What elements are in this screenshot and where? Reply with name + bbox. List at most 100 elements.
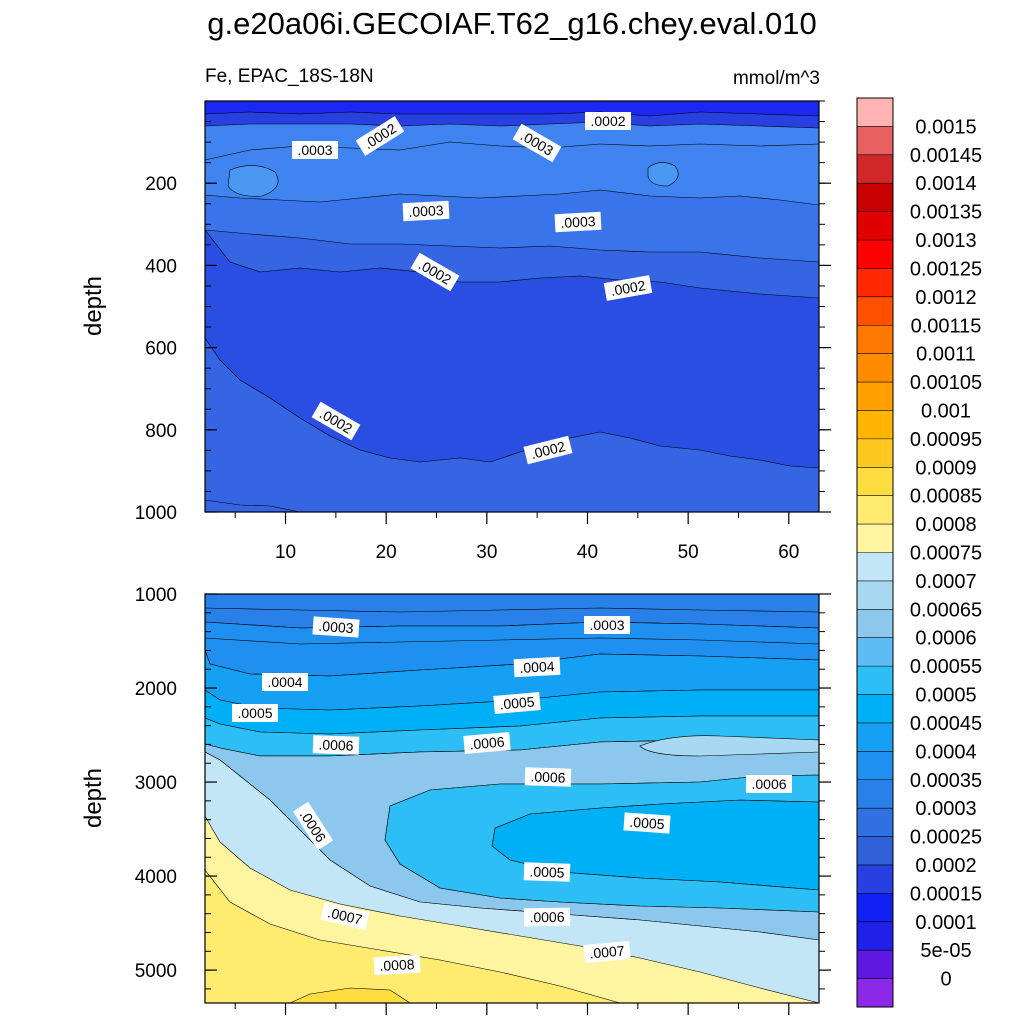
colorbar-label: 0.00125 bbox=[910, 258, 982, 280]
colorbar-swatch bbox=[857, 836, 893, 866]
colorbar-label: 0.0009 bbox=[915, 457, 976, 479]
contour-label: .0005 bbox=[623, 812, 671, 834]
contour-label-bg bbox=[463, 732, 511, 754]
colorbar-label: 0.0007 bbox=[915, 571, 976, 593]
y-tick-label: 1000 bbox=[135, 503, 177, 524]
contour-label: .0003 bbox=[292, 141, 338, 159]
contour-label-bg bbox=[232, 704, 278, 722]
colorbar-swatch bbox=[857, 580, 893, 610]
colorbar-label: 0.00145 bbox=[910, 145, 982, 167]
contour-label-bg bbox=[373, 954, 421, 976]
contour-label-text: .0003 bbox=[318, 618, 354, 636]
y-tick-label: 600 bbox=[145, 339, 177, 360]
chart-title: g.e20a06i.GECOIAF.T62_g16.chey.eval.010 bbox=[207, 6, 817, 41]
contour-label: .0003 bbox=[312, 616, 360, 638]
colorbar-swatch bbox=[857, 864, 893, 894]
contour-label: .0006 bbox=[312, 735, 360, 755]
contour-label-bg bbox=[583, 941, 631, 963]
contour-label-bg bbox=[402, 200, 450, 222]
contour-label-text: .0006 bbox=[529, 909, 565, 926]
y-tick-label: 800 bbox=[145, 421, 177, 442]
contour-label-bg bbox=[623, 812, 671, 834]
lower-fill-0008-00085 bbox=[205, 869, 621, 1003]
colorbar-swatch bbox=[857, 950, 893, 980]
contour-label-bg bbox=[746, 775, 792, 793]
colorbar-label: 0.00055 bbox=[910, 656, 982, 678]
colorbar-label: 0.00025 bbox=[910, 827, 982, 849]
y-tick-label: 5000 bbox=[135, 961, 177, 982]
contour-label-text: .0003 bbox=[297, 142, 332, 158]
colorbar-label: 0.00065 bbox=[910, 599, 982, 621]
contour-label: .0007 bbox=[583, 941, 631, 963]
colorbar-label: 0.00045 bbox=[910, 713, 982, 735]
lower-fill-0003-00035 bbox=[205, 594, 819, 629]
upper-fill-00035-0004 bbox=[227, 162, 679, 197]
lower-fill-00085-0009 bbox=[289, 987, 411, 1003]
colorbar-swatch bbox=[857, 268, 893, 298]
contour-label-bg bbox=[355, 116, 405, 156]
colorbar-swatch bbox=[857, 353, 893, 383]
x-tick-label: 10 bbox=[275, 542, 296, 563]
lower-fill-00065-0007 bbox=[639, 735, 819, 757]
colorbar-swatch bbox=[857, 779, 893, 809]
y-axis-label: depth bbox=[80, 276, 107, 336]
contour-label-text: .0002 bbox=[609, 277, 646, 299]
upper-contour-line bbox=[205, 499, 301, 512]
contour-label-text: .0005 bbox=[529, 863, 565, 880]
y-tick-label: 2000 bbox=[135, 679, 177, 700]
contour-label-text: .0004 bbox=[519, 658, 555, 676]
contour-label-text: .0006 bbox=[469, 733, 506, 752]
contour-label-bg bbox=[584, 616, 630, 634]
contour-label-bg bbox=[512, 123, 562, 163]
colorbar-label: 0.0005 bbox=[915, 685, 976, 707]
contour-label-bg bbox=[585, 112, 631, 130]
colorbar-swatch bbox=[857, 921, 893, 951]
contour-label-text: .0007 bbox=[326, 904, 364, 928]
colorbar-label: 0.0004 bbox=[915, 741, 976, 763]
contour-label-text: .0008 bbox=[379, 956, 415, 974]
colorbar-label: 0.0013 bbox=[915, 230, 976, 252]
colorbar-label: 0.0008 bbox=[915, 514, 976, 536]
colorbar-swatch bbox=[857, 495, 893, 525]
contour-label-text: .0003 bbox=[589, 617, 624, 633]
colorbar-swatch bbox=[857, 609, 893, 639]
colorbar-label: 0.00085 bbox=[910, 486, 982, 508]
contour-label-bg bbox=[523, 435, 573, 465]
x-tick-label: 60 bbox=[778, 542, 799, 563]
x-tick-label: 50 bbox=[678, 542, 699, 563]
colorbar-label: 0.0002 bbox=[915, 855, 976, 877]
units-label: mmol/m^3 bbox=[732, 68, 820, 89]
colorbar-swatch bbox=[857, 808, 893, 838]
colorbar-label: 5e-05 bbox=[920, 940, 971, 962]
variable-label: Fe, EPAC_18S-18N bbox=[205, 66, 374, 87]
contour-label-bg bbox=[262, 673, 308, 691]
colorbar-swatch bbox=[857, 438, 893, 468]
colorbar-label: 0.0012 bbox=[915, 287, 976, 309]
contour-label-bg bbox=[320, 902, 370, 930]
contour-label: .0006 bbox=[463, 732, 511, 754]
colorbar-label: 0.00095 bbox=[910, 429, 982, 451]
lower-panel bbox=[205, 594, 819, 1003]
colorbar-label: 0.00105 bbox=[910, 372, 982, 394]
colorbar-label: 0.00015 bbox=[910, 883, 982, 905]
colorbar-swatch bbox=[857, 410, 893, 440]
lower-contour-line bbox=[205, 637, 819, 645]
contour-label: .0003 bbox=[402, 200, 450, 222]
contour-label-bg bbox=[603, 275, 653, 301]
contour-label-bg bbox=[410, 252, 460, 292]
contour-label-bg bbox=[312, 735, 360, 755]
contour-label: .0007 bbox=[320, 902, 370, 930]
colorbar-swatch bbox=[857, 296, 893, 326]
contour-label-text: .0002 bbox=[590, 113, 625, 129]
contour-label: .0008 bbox=[373, 954, 421, 976]
colorbar-swatch bbox=[857, 637, 893, 667]
y-tick-label: 1000 bbox=[135, 585, 177, 606]
colorbar-swatch bbox=[857, 751, 893, 781]
contour-label: .0004 bbox=[513, 656, 561, 678]
contour-label-bg bbox=[292, 141, 338, 159]
colorbar-label: 0 bbox=[940, 969, 951, 991]
colorbar-swatch bbox=[857, 211, 893, 241]
y-tick-label: 200 bbox=[145, 174, 177, 195]
contour-label-bg bbox=[554, 211, 602, 233]
colorbar-label: 0.0015 bbox=[915, 116, 976, 138]
